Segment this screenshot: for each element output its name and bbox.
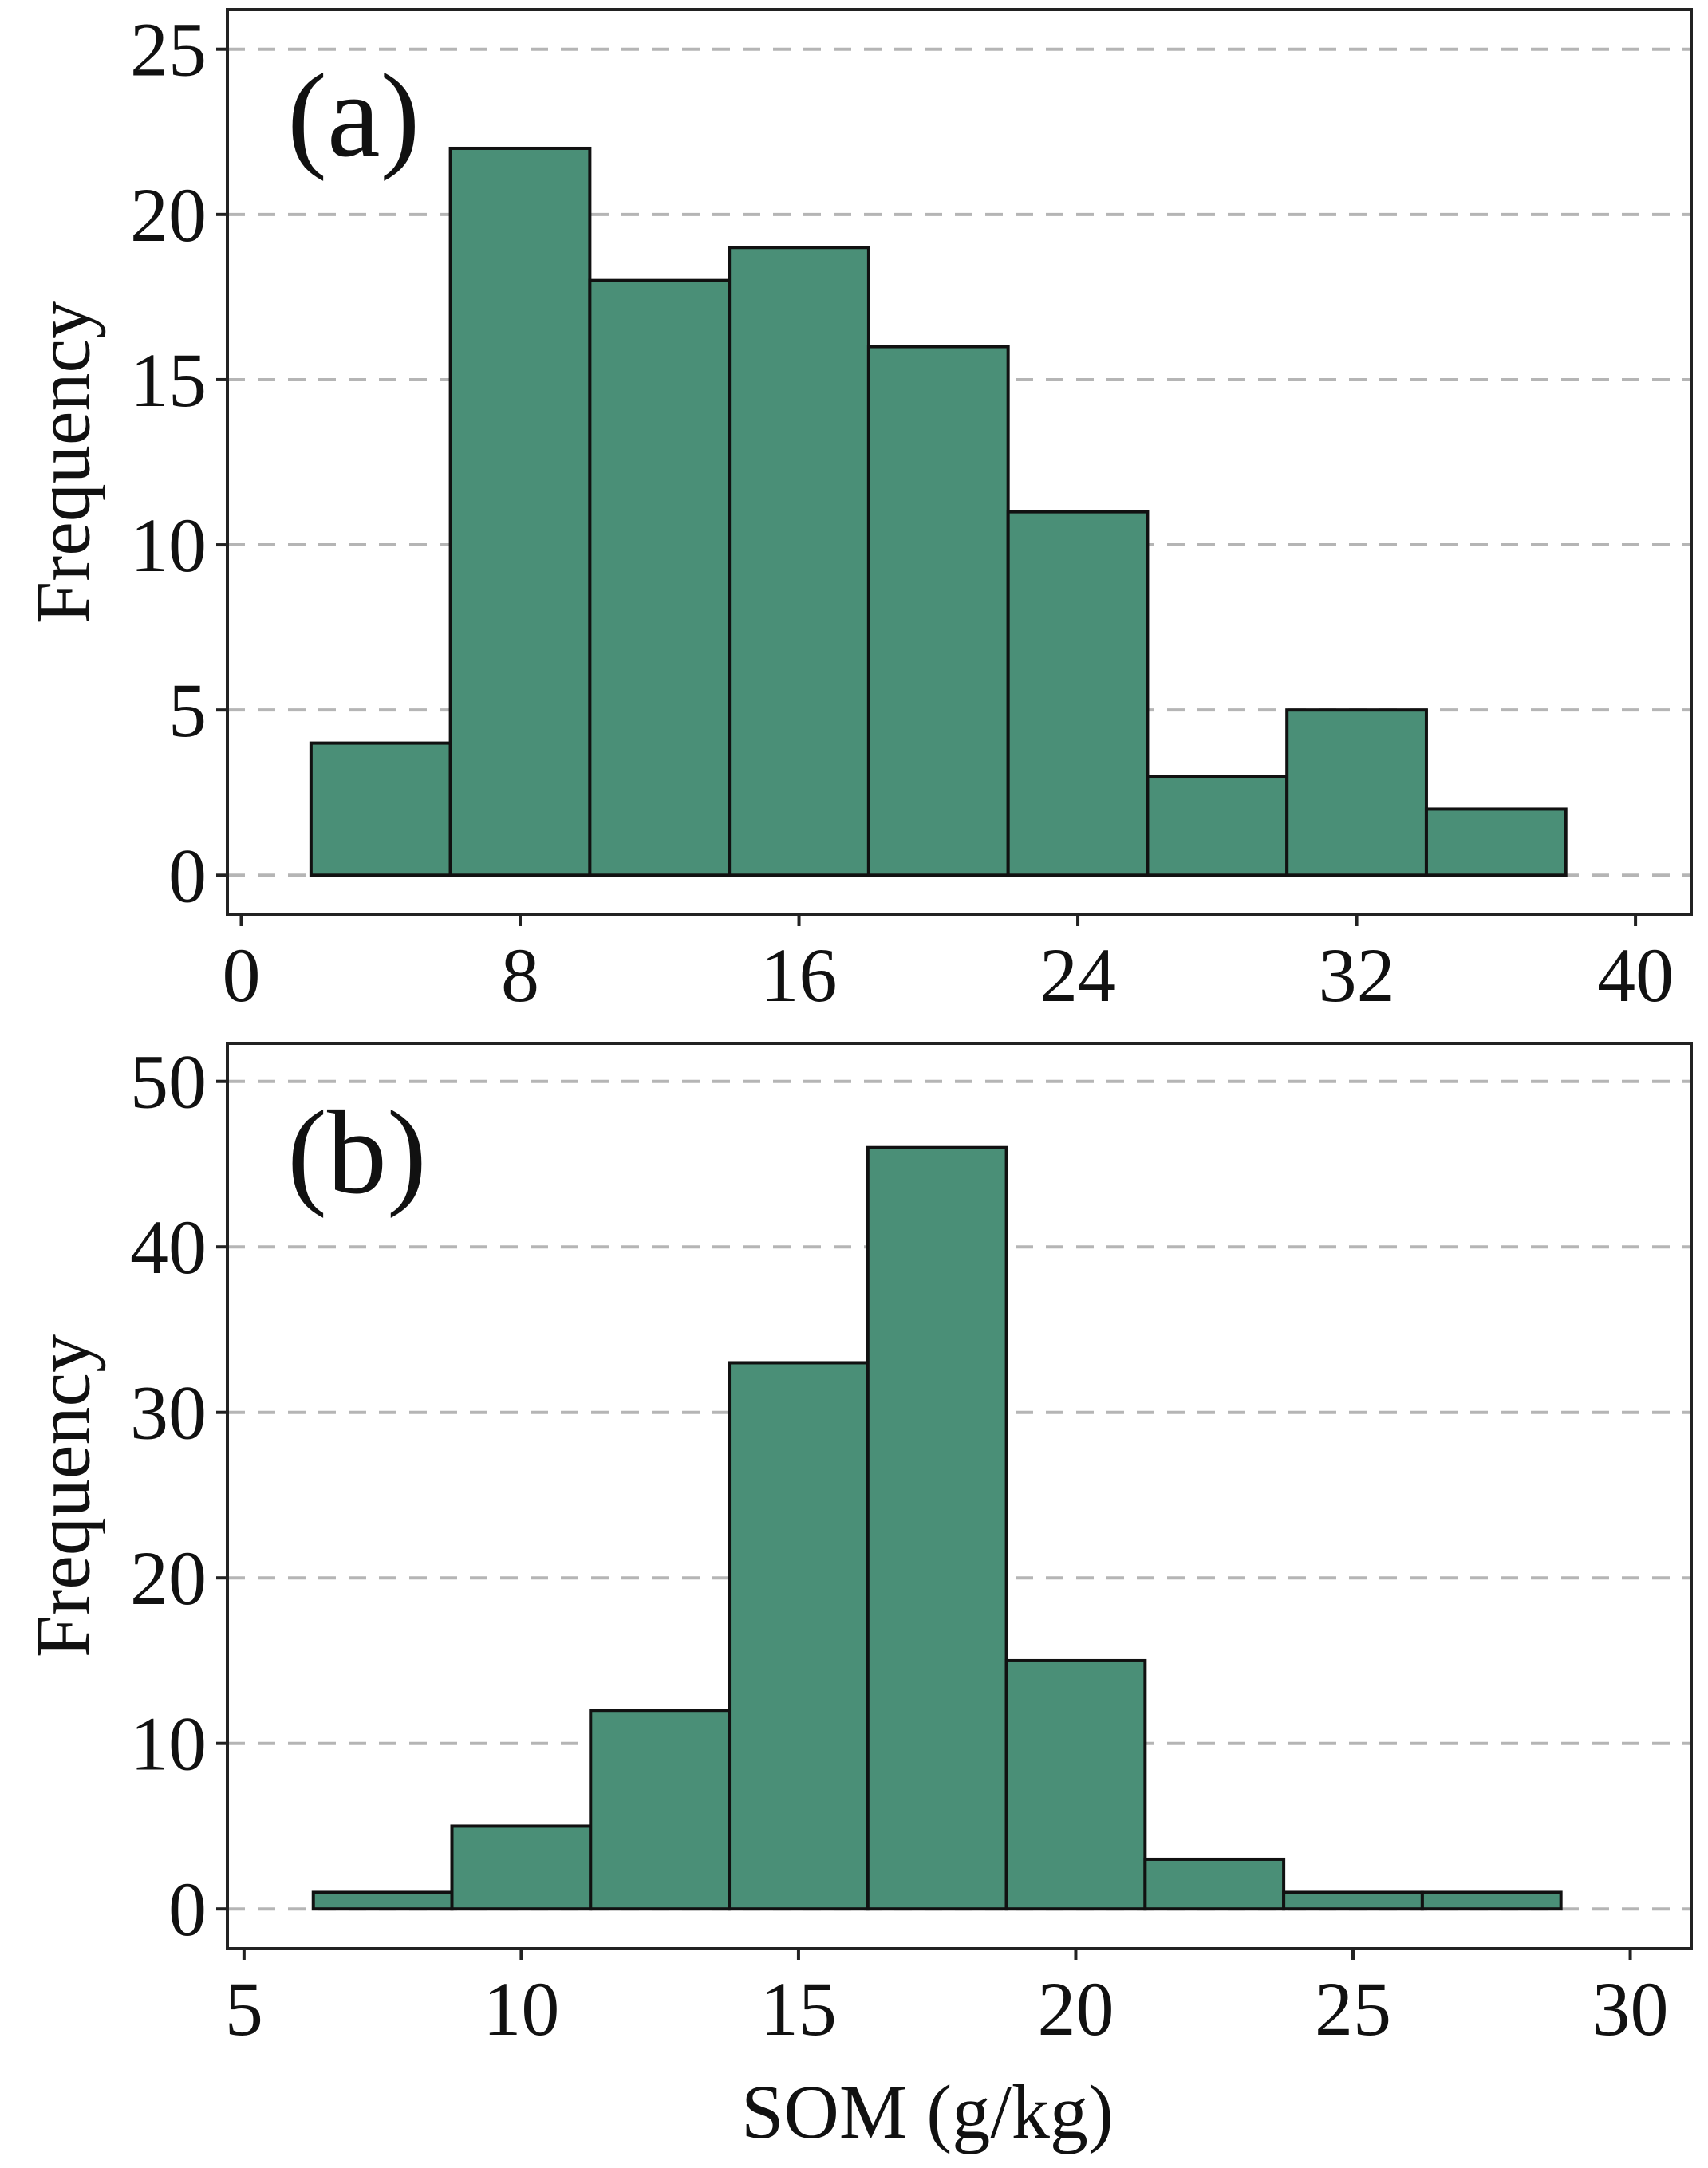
panel-b-y-tick-label: 40 xyxy=(130,1204,207,1290)
panel-b-y-axis-title: Frequency xyxy=(21,1334,106,1658)
panel-a-bar xyxy=(866,345,1010,877)
panel-b-x-tick-label: 25 xyxy=(1315,1966,1391,2052)
panel-a-y-tick-label: 20 xyxy=(130,172,207,258)
panel-b-bar xyxy=(589,1709,732,1911)
panel-b-bar xyxy=(728,1361,870,1911)
panel-a-x-tick-label: 16 xyxy=(761,932,838,1018)
panel-b-y-tick-label: 0 xyxy=(168,1866,207,1952)
panel-a-bar xyxy=(448,146,592,877)
panel-a-bar xyxy=(588,278,732,877)
panel-b-x-tick-label: 15 xyxy=(760,1966,837,2052)
panel-b-bar xyxy=(1004,1658,1147,1911)
panel-b-frame xyxy=(226,1042,1693,1950)
panel-b-bar xyxy=(1420,1890,1563,1911)
panel-a: 0 5 10 15 20 25 0 8 16 24 32 40 (a) Frequency xyxy=(21,7,1693,1018)
panel-b-y-tick-label: 10 xyxy=(130,1701,207,1787)
panel-b-y-ticks: 0 10 20 30 40 50 xyxy=(130,1039,227,1952)
panel-a-x-tick-label: 40 xyxy=(1597,932,1674,1018)
panel-b-x-axis-title: SOM (g/kg) xyxy=(741,2069,1114,2154)
panel-b-bar xyxy=(1143,1857,1286,1911)
panel-a-label: (a) xyxy=(287,49,420,182)
panel-b: 0 10 20 30 40 50 5 10 15 20 25 30 (b) Frequency SO… xyxy=(21,1039,1693,2154)
panel-a-bar xyxy=(1006,510,1150,877)
panel-a-bar xyxy=(728,246,870,877)
panel-a-frame xyxy=(226,8,1693,916)
panel-a-bar xyxy=(1146,775,1289,877)
panel-b-bar xyxy=(450,1824,593,1911)
panel-a-x-tick-label: 32 xyxy=(1319,932,1395,1018)
panel-b-y-tick-label: 30 xyxy=(130,1370,207,1456)
panel-a-x-tick-label: 24 xyxy=(1039,932,1116,1018)
panel-b-x-tick-label: 30 xyxy=(1592,1966,1669,2052)
panel-b-bar xyxy=(1282,1890,1424,1911)
panel-b-y-tick-label: 50 xyxy=(130,1039,207,1125)
panel-b-y-tick-label: 20 xyxy=(130,1535,207,1621)
panel-b-bar xyxy=(866,1145,1008,1911)
panel-a-y-tick-label: 0 xyxy=(168,833,207,918)
panel-a-bar xyxy=(1424,807,1568,877)
panel-a-y-tick-label: 25 xyxy=(130,7,207,93)
panel-a-x-ticks: 0 8 16 24 32 40 xyxy=(222,915,1674,1018)
panel-b-x-tick-label: 5 xyxy=(225,1966,263,2052)
panel-b-bar xyxy=(311,1890,454,1911)
panel-a-y-tick-label: 10 xyxy=(130,503,207,588)
panel-a-y-tick-label: 15 xyxy=(130,337,207,423)
panel-a-bar xyxy=(309,741,452,877)
panel-a-bars xyxy=(309,146,1568,877)
panel-a-x-tick-label: 8 xyxy=(501,932,539,1018)
panel-a-y-tick-label: 5 xyxy=(168,668,207,753)
panel-a-y-ticks: 0 5 10 15 20 25 xyxy=(130,7,227,918)
panel-a-y-axis-title: Frequency xyxy=(21,301,106,624)
panel-b-label: (b) xyxy=(287,1086,427,1219)
panel-b-x-tick-label: 20 xyxy=(1037,1966,1114,2052)
panel-b-bars xyxy=(311,1145,1563,1911)
panel-b-x-ticks: 5 10 15 20 25 30 xyxy=(225,1949,1669,2052)
panel-a-x-tick-label: 0 xyxy=(222,932,260,1018)
panel-a-bar xyxy=(1285,708,1428,877)
panel-b-x-tick-label: 10 xyxy=(483,1966,559,2052)
